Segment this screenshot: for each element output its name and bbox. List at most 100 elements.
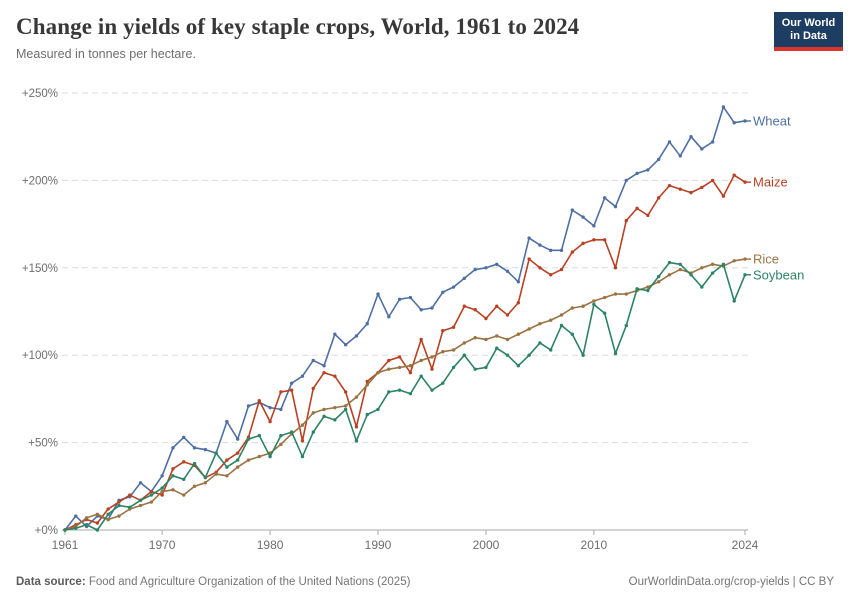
data-point-rice bbox=[246, 458, 251, 462]
owid-logo-line2: in Data bbox=[790, 30, 827, 42]
series-label-maize[interactable]: Maize bbox=[753, 175, 788, 190]
data-point-rice bbox=[451, 348, 456, 352]
data-point-soybean bbox=[95, 528, 100, 532]
data-point-soybean bbox=[689, 273, 693, 277]
data-point-soybean bbox=[343, 407, 348, 412]
series-line-soybean[interactable] bbox=[64, 261, 746, 531]
data-point-maize bbox=[257, 398, 261, 403]
data-point-maize bbox=[106, 507, 110, 511]
data-point-maize bbox=[527, 257, 531, 261]
data-point-maize bbox=[322, 370, 326, 375]
data-point-soybean bbox=[516, 363, 521, 368]
x-axis-tick-label: 1990 bbox=[365, 538, 392, 552]
data-point-soybean bbox=[635, 287, 639, 291]
data-point-soybean bbox=[538, 341, 542, 345]
data-point-maize bbox=[462, 304, 467, 308]
data-point-wheat bbox=[700, 147, 704, 151]
data-point-wheat bbox=[678, 154, 682, 158]
data-point-soybean bbox=[279, 433, 283, 438]
data-point-soybean bbox=[484, 365, 488, 370]
data-point-soybean bbox=[235, 458, 240, 462]
data-point-wheat bbox=[268, 405, 272, 410]
data-point-wheat bbox=[538, 243, 542, 247]
data-point-wheat bbox=[419, 308, 423, 312]
chart-subtitle: Measured in tonnes per hectare. bbox=[16, 47, 196, 61]
data-point-rice bbox=[311, 411, 315, 415]
data-point-maize bbox=[333, 374, 337, 378]
data-point-wheat bbox=[559, 248, 564, 253]
data-point-rice bbox=[646, 285, 650, 289]
series-line-maize[interactable] bbox=[64, 174, 746, 531]
data-point-wheat bbox=[225, 419, 229, 424]
data-point-rice bbox=[419, 358, 423, 363]
data-point-rice bbox=[732, 259, 736, 263]
data-point-rice bbox=[343, 404, 348, 408]
series-label-soybean[interactable]: Soybean bbox=[753, 267, 804, 282]
data-point-maize bbox=[656, 196, 661, 200]
data-point-maize bbox=[300, 439, 305, 443]
x-axis-tick-label: 2024 bbox=[732, 538, 759, 552]
data-point-rice bbox=[235, 465, 240, 469]
owid-citation-link[interactable]: OurWorldinData.org/crop-yields | CC BY bbox=[628, 576, 834, 588]
data-point-rice bbox=[182, 493, 186, 497]
data-point-wheat bbox=[484, 266, 488, 270]
data-point-rice bbox=[505, 337, 510, 342]
data-point-rice bbox=[365, 383, 369, 387]
data-point-maize bbox=[559, 267, 564, 272]
data-point-maize bbox=[646, 213, 650, 218]
series-label-rice[interactable]: Rice bbox=[753, 252, 779, 267]
data-point-wheat bbox=[689, 135, 693, 139]
data-point-wheat bbox=[322, 363, 326, 368]
data-point-rice bbox=[559, 313, 564, 317]
line-chart: +0% +50% +100% +150% +200% +250% 1961 1970 1980 1… bbox=[22, 88, 804, 552]
data-point-soybean bbox=[592, 302, 596, 307]
data-point-wheat bbox=[387, 315, 391, 319]
data-point-maize bbox=[279, 390, 283, 394]
data-point-maize bbox=[484, 316, 488, 321]
data-point-soybean bbox=[117, 503, 121, 508]
series-label-wheat[interactable]: Wheat bbox=[753, 113, 791, 128]
data-point-wheat bbox=[462, 276, 467, 280]
data-point-soybean bbox=[300, 454, 305, 459]
data-point-maize bbox=[667, 183, 672, 188]
data-point-rice bbox=[484, 337, 488, 342]
data-point-soybean bbox=[581, 353, 585, 357]
data-point-maize bbox=[732, 173, 736, 177]
data-point-soybean bbox=[559, 323, 564, 328]
series-line-rice[interactable] bbox=[64, 258, 746, 531]
data-point-rice bbox=[95, 512, 100, 516]
data-point-maize bbox=[495, 304, 499, 308]
data-point-wheat bbox=[430, 306, 434, 310]
data-point-rice bbox=[581, 304, 585, 308]
data-point-rice bbox=[613, 292, 618, 296]
data-point-wheat bbox=[495, 262, 499, 267]
data-point-wheat bbox=[441, 290, 445, 294]
data-point-rice bbox=[192, 484, 197, 488]
data-point-wheat bbox=[397, 297, 402, 301]
data-point-rice bbox=[602, 295, 607, 300]
data-point-soybean bbox=[602, 311, 607, 315]
data-point-soybean bbox=[656, 274, 661, 279]
series-line-wheat[interactable] bbox=[64, 106, 746, 531]
data-point-maize bbox=[354, 425, 359, 429]
data-point-wheat bbox=[160, 474, 164, 478]
y-axis-tick-label: +150% bbox=[22, 263, 58, 275]
data-point-rice bbox=[710, 262, 715, 267]
data-point-maize bbox=[387, 358, 391, 363]
data-point-rice bbox=[570, 306, 575, 310]
owid-logo[interactable]: Our World in Data bbox=[774, 12, 843, 51]
data-point-soybean bbox=[289, 430, 294, 434]
data-point-wheat bbox=[635, 171, 639, 176]
y-axis-tick-label: +0% bbox=[35, 525, 58, 537]
data-point-rice bbox=[117, 514, 121, 518]
data-point-rice bbox=[214, 472, 218, 476]
data-point-rice bbox=[138, 503, 143, 508]
data-point-soybean bbox=[160, 486, 164, 490]
data-point-wheat bbox=[376, 292, 380, 296]
data-point-wheat bbox=[451, 285, 456, 289]
data-point-rice bbox=[656, 280, 661, 284]
data-point-maize bbox=[602, 238, 607, 242]
y-axis-tick-label: +250% bbox=[22, 88, 58, 100]
data-point-soybean bbox=[495, 346, 499, 350]
data-point-soybean bbox=[462, 353, 467, 357]
